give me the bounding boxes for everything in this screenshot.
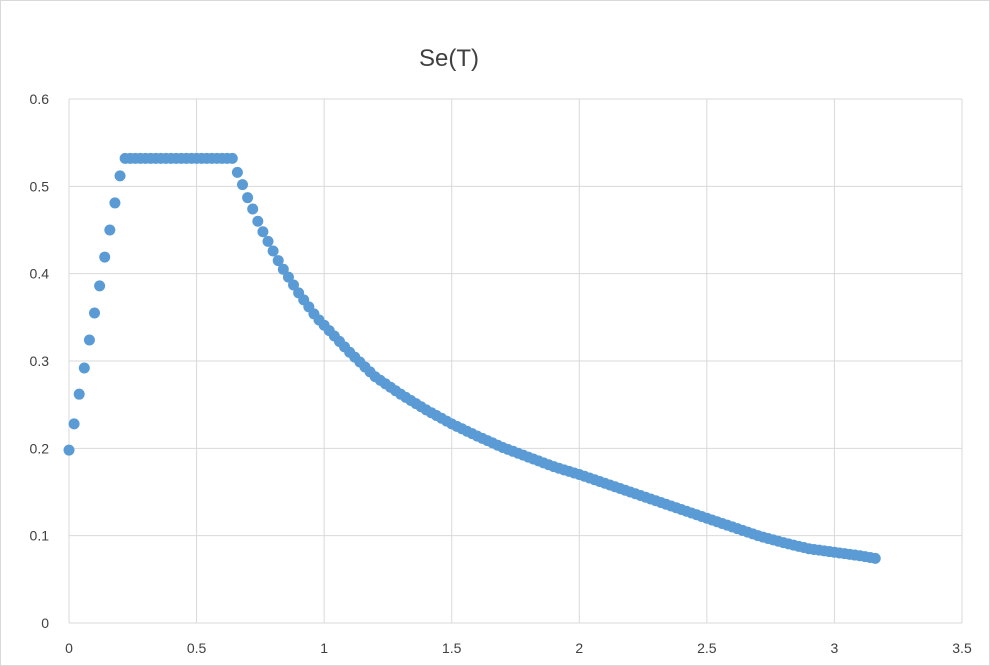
chart-title: Se(T) — [419, 45, 479, 72]
data-point — [68, 418, 80, 430]
x-tick-label: 3.5 — [952, 640, 972, 656]
data-point — [89, 307, 101, 319]
x-tick-label: 2.5 — [697, 640, 717, 656]
data-point — [226, 152, 238, 164]
data-point — [109, 197, 121, 209]
data-point — [247, 203, 259, 215]
x-tick-label: 1 — [320, 640, 328, 656]
x-tick-label: 0 — [65, 640, 73, 656]
y-tick-label: 0.6 — [30, 91, 50, 107]
y-tick-label: 0.4 — [30, 266, 50, 282]
x-tick-label: 2 — [575, 640, 583, 656]
data-point — [257, 226, 269, 238]
data-point — [104, 224, 116, 236]
data-points — [63, 152, 881, 564]
y-tick-label: 0.1 — [30, 528, 50, 544]
data-point — [869, 552, 881, 564]
data-point — [267, 245, 279, 257]
data-point — [262, 235, 274, 247]
gridlines — [68, 98, 963, 624]
data-point — [78, 362, 90, 374]
data-point — [277, 263, 289, 275]
x-tick-label: 1.5 — [442, 640, 462, 656]
axes: 0 0.5 1 1.5 2 2.5 3 3.5 0 0.1 0.2 0.3 0.4 0.5 0.6 — [30, 91, 972, 656]
data-point — [231, 166, 243, 178]
data-point — [73, 388, 85, 400]
y-tick-label: 0.3 — [30, 353, 50, 369]
data-point — [63, 444, 75, 456]
data-point — [83, 334, 95, 346]
data-point — [94, 280, 106, 292]
x-tick-label: 0.5 — [187, 640, 207, 656]
data-point — [272, 255, 284, 267]
y-tick-label: 0 — [41, 615, 49, 631]
y-tick-label: 0.2 — [30, 440, 50, 456]
y-tick-label: 0.5 — [30, 178, 50, 194]
data-point — [288, 279, 300, 291]
x-tick-label: 3 — [831, 640, 839, 656]
data-point — [282, 271, 294, 283]
data-point — [252, 215, 264, 227]
data-point — [114, 170, 126, 182]
data-point — [242, 192, 254, 204]
data-point — [236, 179, 248, 191]
data-point — [99, 251, 111, 263]
